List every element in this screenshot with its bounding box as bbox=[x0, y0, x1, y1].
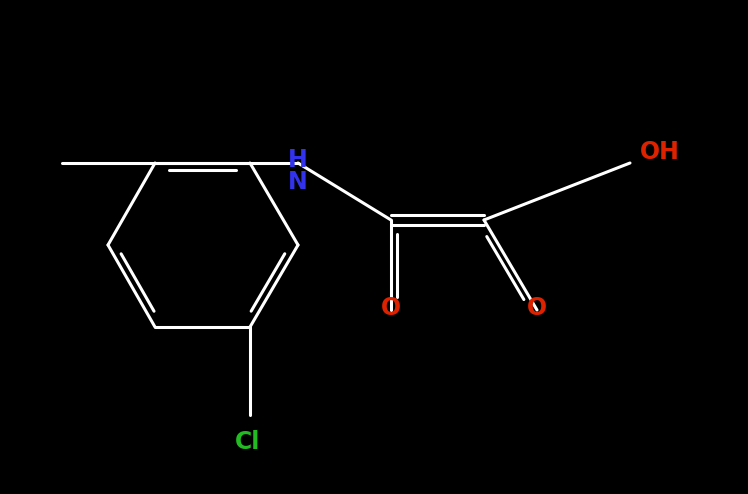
Text: Cl: Cl bbox=[236, 430, 261, 454]
Text: O: O bbox=[527, 296, 547, 320]
Text: H
N: H N bbox=[288, 148, 308, 194]
Text: O: O bbox=[381, 296, 401, 320]
Text: OH: OH bbox=[640, 140, 680, 164]
